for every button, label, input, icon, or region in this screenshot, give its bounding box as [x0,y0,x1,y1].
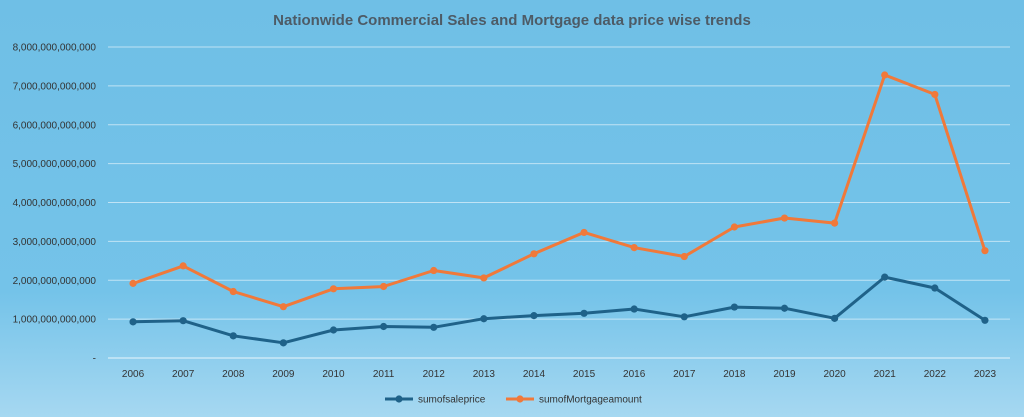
data-point-sumofmortgageamount [380,282,388,291]
legend-item-sumofmortgageamount[interactable]: sumofMortgageamount [506,395,642,406]
x-tick-label: 2016 [623,369,646,380]
data-point-sumofmortgageamount [981,247,989,255]
legend-swatch-marker [516,395,524,403]
x-tick-label: 2006 [122,369,145,380]
data-point-sumofmortgageamount [881,71,889,79]
legend-label: sumofsaleprice [418,395,486,406]
series-line-sumofmortgageamount [131,73,987,309]
x-tick-label: 2022 [924,369,947,380]
series-sumofmortgageamount [129,71,989,311]
data-point-sumofmortgageamount [780,214,789,222]
data-point-sumofsaleprice [831,314,839,322]
data-point-sumofmortgageamount [179,262,187,270]
data-point-sumofmortgageamount [229,287,237,296]
legend-swatch-marker [395,395,403,403]
data-point-sumofmortgageamount [580,228,588,237]
data-point-sumofsaleprice [981,316,989,324]
y-axis-ticks: - 1,000,000,000,000 2,000,000,000,000 3,000… [13,43,97,365]
data-point-sumofmortgageamount [730,223,738,231]
x-tick-label: 2021 [874,369,897,380]
y-tick-label: 8,000,000,000,000 [13,43,97,54]
series-layer [129,71,989,347]
data-point-sumofsaleprice [680,313,688,321]
data-point-sumofsaleprice [630,305,638,313]
y-tick-label: 1,000,000,000,000 [13,315,97,326]
y-tick-label: 7,000,000,000,000 [13,81,97,92]
x-tick-label: 2014 [523,369,546,380]
data-point-sumofmortgageamount [329,285,338,293]
y-tick-label: 6,000,000,000,000 [13,120,97,131]
data-point-sumofsaleprice [480,315,488,323]
legend-item-sumofsaleprice[interactable]: sumofsaleprice [385,395,486,406]
data-point-sumofmortgageamount [630,243,638,252]
x-tick-label: 2011 [373,369,395,380]
series-sumofsaleprice [129,273,989,347]
x-tick-label: 2009 [272,369,295,380]
data-point-sumofsaleprice [780,304,789,312]
legend-label: sumofMortgageamount [539,395,642,406]
data-point-sumofsaleprice [881,273,889,281]
data-point-sumofmortgageamount [129,279,137,287]
legend: sumofsaleprice sumofMortgageamount [385,395,642,406]
y-tick-label: 5,000,000,000,000 [13,159,97,170]
data-point-sumofsaleprice [129,318,137,326]
x-tick-label: 2008 [222,369,245,380]
data-point-sumofsaleprice [179,317,187,325]
x-tick-label: 2013 [473,369,496,380]
data-point-sumofsaleprice [380,322,388,331]
x-tick-label: 2019 [773,369,796,380]
x-tick-label: 2018 [723,369,746,380]
data-point-sumofmortgageamount [931,90,939,99]
x-tick-label: 2020 [823,369,846,380]
data-point-sumofsaleprice [229,332,237,340]
y-tick-label: 3,000,000,000,000 [13,237,97,248]
data-point-sumofmortgageamount [530,250,538,258]
x-tick-label: 2023 [974,369,997,380]
data-point-sumofsaleprice [931,284,939,292]
x-tick-label: 2015 [573,369,596,380]
data-point-sumofmortgageamount [430,266,438,275]
gridlines [108,46,1010,359]
y-tick-label: 4,000,000,000,000 [13,198,97,209]
data-point-sumofsaleprice [530,312,538,320]
data-point-sumofsaleprice [279,339,287,347]
x-tick-label: 2007 [172,369,195,380]
y-tick-label: - [93,354,96,365]
x-tick-label: 2010 [322,369,345,380]
data-point-sumofmortgageamount [279,303,287,311]
x-tick-label: 2012 [423,369,446,380]
data-point-sumofsaleprice [730,303,738,311]
data-point-sumofsaleprice [580,309,588,317]
data-point-sumofmortgageamount [480,274,488,282]
data-point-sumofsaleprice [430,323,438,331]
x-axis-ticks: 2006 2007 2008 2009 2010 2011 2012 2013 2014 2015… [122,369,997,380]
x-tick-label: 2017 [673,369,696,380]
y-tick-label: 2,000,000,000,000 [13,276,97,287]
data-point-sumofmortgageamount [831,219,839,227]
series-line-sumofsaleprice [131,275,987,345]
chart-title: Nationwide Commercial Sales and Mortgage… [273,12,751,29]
data-point-sumofsaleprice [329,326,338,334]
data-point-sumofmortgageamount [680,252,688,261]
